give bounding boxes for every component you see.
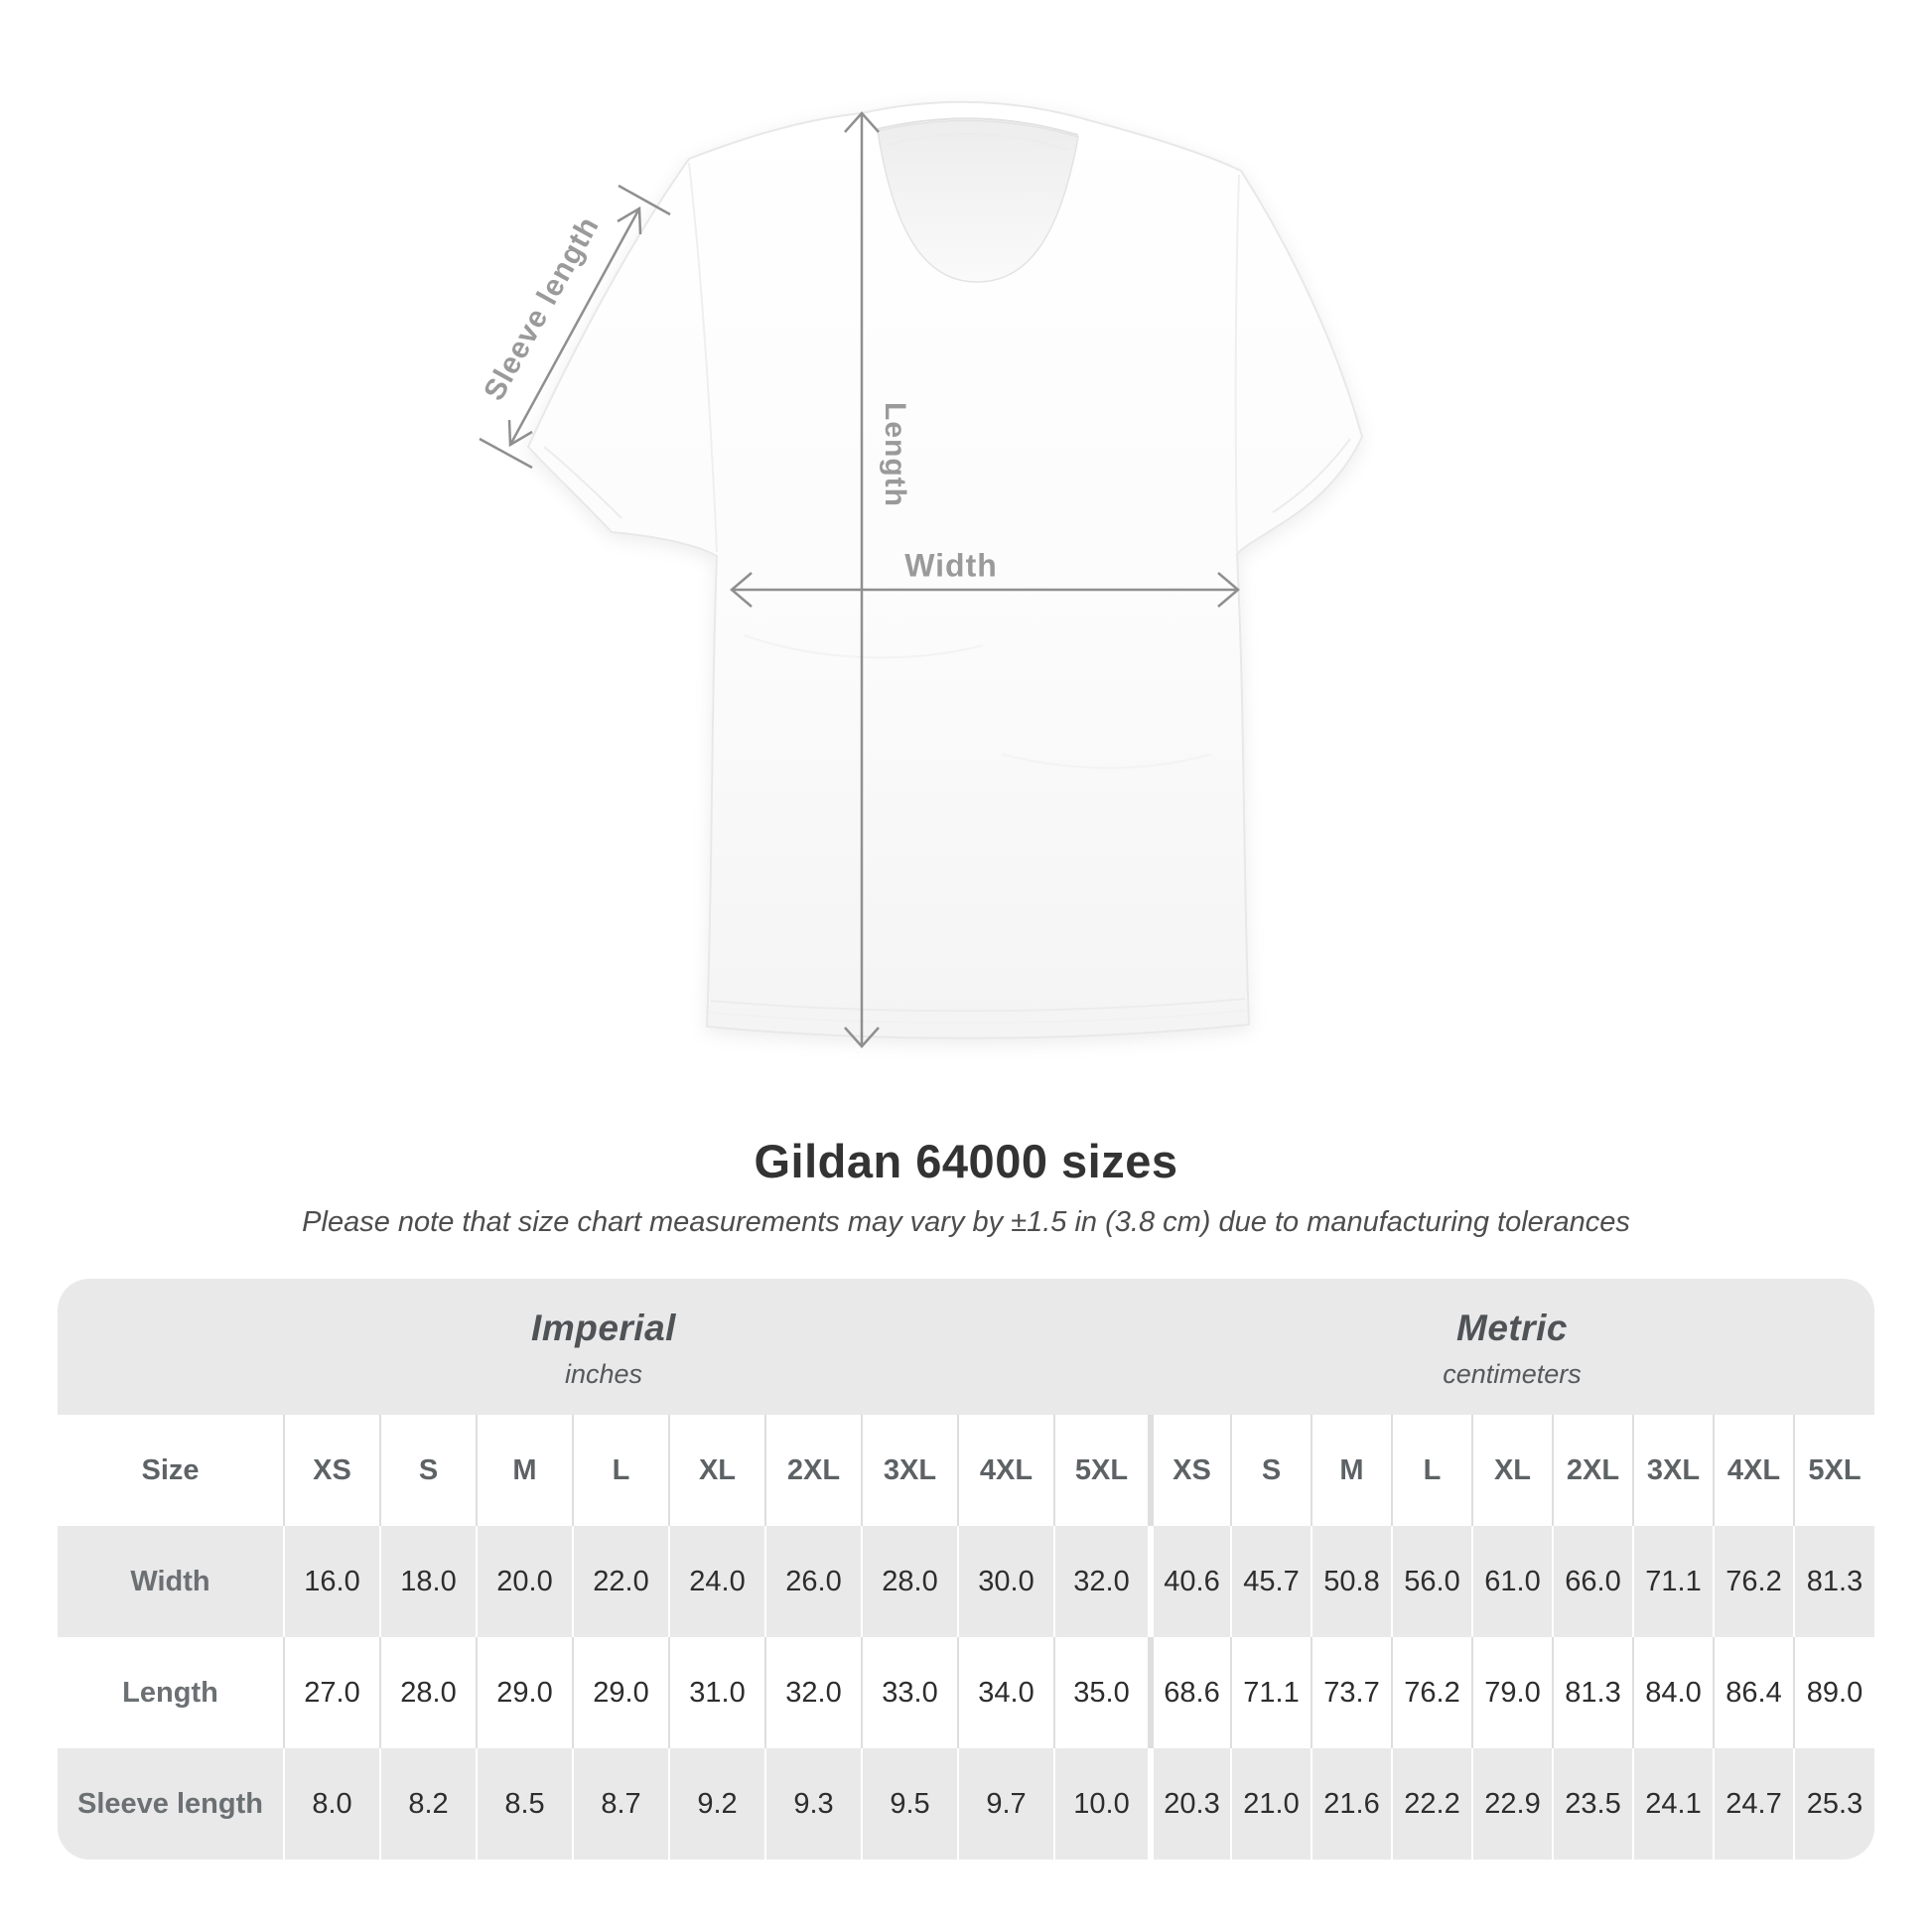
width-imperial-cell: 20.0 bbox=[476, 1526, 573, 1637]
tolerance-note: Please note that size chart measurements… bbox=[302, 1206, 1630, 1238]
sleeve-imperial-cell: 9.3 bbox=[764, 1748, 862, 1860]
sleeve-imperial-cell: 8.2 bbox=[379, 1748, 477, 1860]
sleeve-imperial-cell: 8.0 bbox=[283, 1748, 380, 1860]
metric-group-header: Metric centimeters bbox=[1150, 1279, 1874, 1415]
width-imperial-cell: 22.0 bbox=[572, 1526, 669, 1637]
width-metric-cell: 61.0 bbox=[1471, 1526, 1553, 1637]
length-imperial-cell: 28.0 bbox=[379, 1637, 477, 1748]
length-imperial-cell: 35.0 bbox=[1053, 1637, 1151, 1748]
size-header-imperial: 3XL bbox=[861, 1415, 958, 1526]
length-imperial-cell: 29.0 bbox=[572, 1637, 669, 1748]
size-chart: Imperial inches Metric centimeters Size … bbox=[58, 1279, 1874, 1860]
width-imperial-cell: 32.0 bbox=[1053, 1526, 1151, 1637]
size-header-imperial: XL bbox=[668, 1415, 765, 1526]
size-header-metric: XS bbox=[1148, 1415, 1231, 1526]
sleeve-metric-cell: 23.5 bbox=[1552, 1748, 1633, 1860]
width-imperial-cell: 26.0 bbox=[764, 1526, 862, 1637]
length-imperial-cell: 31.0 bbox=[668, 1637, 765, 1748]
sleeve-metric-cell: 24.1 bbox=[1632, 1748, 1714, 1860]
width-metric-cell: 40.6 bbox=[1148, 1526, 1231, 1637]
length-metric-cell: 81.3 bbox=[1552, 1637, 1633, 1748]
imperial-label: Imperial bbox=[531, 1308, 676, 1348]
size-header-metric: 4XL bbox=[1713, 1415, 1794, 1526]
row-label-length: Length bbox=[122, 1676, 218, 1709]
imperial-unit: inches bbox=[564, 1359, 643, 1389]
size-header-metric: XL bbox=[1471, 1415, 1553, 1526]
metric-unit: centimeters bbox=[1443, 1359, 1582, 1389]
length-metric-cell: 76.2 bbox=[1391, 1637, 1472, 1748]
length-imperial-cell: 33.0 bbox=[861, 1637, 958, 1748]
size-header-metric: 3XL bbox=[1632, 1415, 1714, 1526]
size-header-row: Size XS S M L XL 2XL 3XL 4XL 5XL XS S M … bbox=[58, 1415, 1874, 1526]
sleeve-imperial-cell: 9.5 bbox=[861, 1748, 958, 1860]
length-imperial-cell: 27.0 bbox=[283, 1637, 380, 1748]
width-metric-cell: 56.0 bbox=[1391, 1526, 1472, 1637]
width-metric-cell: 81.3 bbox=[1793, 1526, 1874, 1637]
size-header-imperial: 5XL bbox=[1053, 1415, 1151, 1526]
length-metric-cell: 89.0 bbox=[1793, 1637, 1874, 1748]
length-label: Length bbox=[879, 402, 911, 507]
width-metric-cell: 66.0 bbox=[1552, 1526, 1633, 1637]
tshirt-measurement-diagram: Sleeve length Length Width bbox=[478, 100, 1363, 1048]
sleeve-imperial-cell: 9.7 bbox=[957, 1748, 1054, 1860]
sleeve-imperial-cell: 9.2 bbox=[668, 1748, 765, 1860]
sleeve-metric-cell: 22.2 bbox=[1391, 1748, 1472, 1860]
size-header-imperial: L bbox=[572, 1415, 669, 1526]
length-metric-cell: 79.0 bbox=[1471, 1637, 1553, 1748]
sleeve-imperial-cell: 8.7 bbox=[572, 1748, 669, 1860]
width-imperial-cell: 16.0 bbox=[283, 1526, 380, 1637]
size-header-imperial: XS bbox=[283, 1415, 380, 1526]
width-label: Width bbox=[904, 547, 998, 584]
length-metric-cell: 71.1 bbox=[1230, 1637, 1311, 1748]
tshirt-shape bbox=[527, 100, 1363, 1039]
length-metric-cell: 84.0 bbox=[1632, 1637, 1714, 1748]
size-column-header: Size bbox=[141, 1453, 200, 1486]
sleeve-metric-cell: 25.3 bbox=[1793, 1748, 1874, 1860]
width-row: Width 16.0 18.0 20.0 22.0 24.0 26.0 28.0… bbox=[58, 1526, 1874, 1637]
tshirt-image bbox=[479, 100, 1363, 1048]
length-row: Length 27.0 28.0 29.0 29.0 31.0 32.0 33.… bbox=[58, 1637, 1874, 1748]
sleeve-metric-cell: 20.3 bbox=[1148, 1748, 1231, 1860]
size-header-imperial: S bbox=[379, 1415, 477, 1526]
length-metric-cell: 73.7 bbox=[1311, 1637, 1392, 1748]
size-header-imperial: M bbox=[476, 1415, 573, 1526]
width-metric-cell: 50.8 bbox=[1311, 1526, 1392, 1637]
unit-header: Imperial inches Metric centimeters bbox=[58, 1279, 1874, 1415]
width-imperial-cell: 24.0 bbox=[668, 1526, 765, 1637]
size-chart-table: Size XS S M L XL 2XL 3XL 4XL 5XL XS S M … bbox=[58, 1415, 1874, 1860]
width-metric-cell: 71.1 bbox=[1632, 1526, 1714, 1637]
sleeve-metric-cell: 24.7 bbox=[1713, 1748, 1794, 1860]
width-metric-cell: 76.2 bbox=[1713, 1526, 1794, 1637]
width-imperial-cell: 28.0 bbox=[861, 1526, 958, 1637]
length-imperial-cell: 32.0 bbox=[764, 1637, 862, 1748]
sleeve-length-arrow bbox=[479, 184, 671, 470]
length-metric-cell: 68.6 bbox=[1148, 1637, 1231, 1748]
length-arrow bbox=[844, 111, 880, 1048]
size-header-imperial: 4XL bbox=[957, 1415, 1054, 1526]
size-header-metric: M bbox=[1311, 1415, 1392, 1526]
metric-label: Metric bbox=[1456, 1308, 1568, 1348]
size-header-imperial: 2XL bbox=[764, 1415, 862, 1526]
width-imperial-cell: 30.0 bbox=[957, 1526, 1054, 1637]
sleeve-imperial-cell: 10.0 bbox=[1053, 1748, 1151, 1860]
size-header-metric: 5XL bbox=[1793, 1415, 1874, 1526]
sleeve-length-row: Sleeve length 8.0 8.2 8.5 8.7 9.2 9.3 9.… bbox=[58, 1748, 1874, 1860]
size-header-metric: S bbox=[1230, 1415, 1311, 1526]
row-label-sleeve-length: Sleeve length bbox=[77, 1787, 263, 1820]
width-metric-cell: 45.7 bbox=[1230, 1526, 1311, 1637]
width-arrow bbox=[730, 572, 1240, 608]
size-header-metric: L bbox=[1391, 1415, 1472, 1526]
sleeve-imperial-cell: 8.5 bbox=[476, 1748, 573, 1860]
size-header-metric: 2XL bbox=[1552, 1415, 1633, 1526]
sleeve-metric-cell: 21.6 bbox=[1311, 1748, 1392, 1860]
imperial-group-header: Imperial inches bbox=[58, 1279, 1150, 1415]
page-title: Gildan 64000 sizes bbox=[754, 1135, 1178, 1187]
sleeve-metric-cell: 21.0 bbox=[1230, 1748, 1311, 1860]
length-imperial-cell: 29.0 bbox=[476, 1637, 573, 1748]
row-label-width: Width bbox=[130, 1565, 210, 1597]
length-imperial-cell: 34.0 bbox=[957, 1637, 1054, 1748]
length-metric-cell: 86.4 bbox=[1713, 1637, 1794, 1748]
sleeve-metric-cell: 22.9 bbox=[1471, 1748, 1553, 1860]
width-imperial-cell: 18.0 bbox=[379, 1526, 477, 1637]
